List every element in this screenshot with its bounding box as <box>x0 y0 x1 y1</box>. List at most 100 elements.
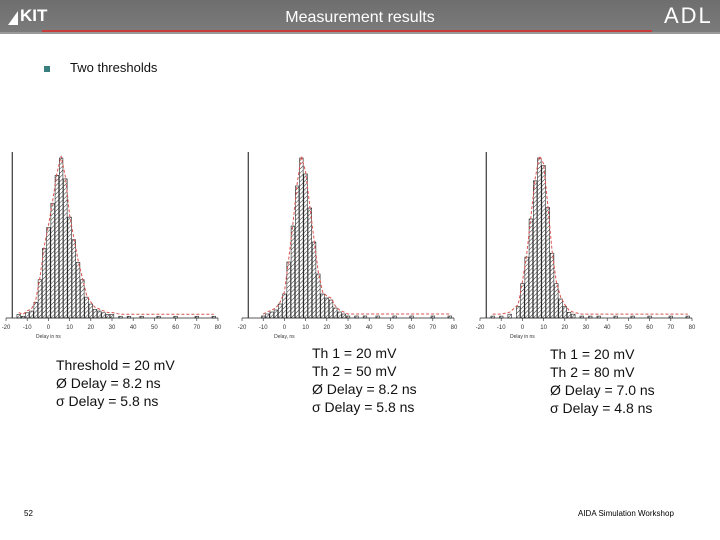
histogram-bar <box>307 207 312 319</box>
histogram-bar <box>269 311 274 319</box>
kit-logo-mark-icon <box>8 11 18 25</box>
histogram-bar <box>566 311 572 319</box>
x-axis-label: Delay, ns <box>274 334 295 340</box>
x-tick-label: 70 <box>193 325 200 331</box>
x-tick-label: 80 <box>215 325 222 331</box>
fit-curve <box>18 155 214 315</box>
stats-line: Th 1 = 20 mV <box>312 345 397 361</box>
x-tick-label: 80 <box>689 325 696 331</box>
x-tick-label: 10 <box>302 325 309 331</box>
x-tick-label: 60 <box>408 325 415 331</box>
histogram-plot-3: -20 -10 0 10 20 30 40 50 60 70 80 Delay in ns <box>476 150 696 345</box>
histogram-bar <box>80 279 85 319</box>
histogram-bar <box>101 312 106 319</box>
stats-block-2: Th 1 = 20 mV Th 2 = 50 mV Ø Delay = 8.2 … <box>312 344 417 416</box>
histogram-bar <box>507 313 512 319</box>
histogram-bar <box>295 185 300 319</box>
page-number: 52 <box>24 509 33 518</box>
histogram-bar <box>341 313 346 319</box>
histogram-bar <box>516 306 521 319</box>
x-axis-label: Delay in ns <box>510 334 535 340</box>
x-tick-label: 40 <box>604 325 611 331</box>
histogram-bar <box>537 157 542 319</box>
histogram-bar <box>571 313 576 319</box>
histogram-bar <box>286 261 291 319</box>
histogram-bar <box>524 256 529 319</box>
histogram-bar <box>97 310 102 319</box>
histogram-svg-2: -20 -10 0 10 20 30 40 50 60 70 80 Delay, ns <box>238 152 458 340</box>
histogram-bar <box>299 157 304 319</box>
kit-logo-text: KIT <box>20 6 48 25</box>
x-tick-label: 50 <box>625 325 632 331</box>
stats-line: Ø Delay = 7.0 ns <box>550 382 655 398</box>
fit-curve <box>262 155 450 315</box>
histogram-bar <box>273 309 279 319</box>
x-tick-label: 70 <box>429 325 436 331</box>
stats-block-3: Th 1 = 20 mV Th 2 = 80 mV Ø Delay = 7.0 … <box>550 345 655 417</box>
histogram-bar <box>50 202 55 319</box>
histogram-bar <box>63 178 68 319</box>
x-tick-label: 50 <box>387 325 394 331</box>
x-tick-label: 40 <box>130 325 137 331</box>
x-tick-label: 30 <box>583 325 590 331</box>
histogram-bar <box>545 207 550 319</box>
x-tick-label: 80 <box>451 325 458 331</box>
histogram-bar <box>554 283 559 319</box>
x-tick-label: 30 <box>345 325 352 331</box>
stats-line: σ Delay = 5.8 ns <box>312 399 415 415</box>
histogram-bar <box>290 225 295 319</box>
x-tick-label: -10 <box>497 325 506 331</box>
x-tick-label: 20 <box>323 325 330 331</box>
x-tick-label: 50 <box>151 325 158 331</box>
histogram-bar <box>88 303 93 319</box>
x-tick-label: 70 <box>667 325 674 331</box>
stats-line: σ Delay = 5.8 ns <box>56 393 159 409</box>
stats-line: Ø Delay = 8.2 ns <box>56 375 161 391</box>
stats-line: σ Delay = 4.8 ns <box>550 400 653 416</box>
histogram-svg-1: -20 -10 0 10 20 30 40 50 60 70 80 Delay in ns <box>2 152 222 340</box>
x-tick-label: 0 <box>521 325 525 331</box>
histogram-bar <box>59 157 64 319</box>
histogram-bar <box>533 180 538 319</box>
histogram-bar <box>303 173 308 319</box>
histogram-bar <box>337 311 342 319</box>
histogram-bar <box>311 241 317 319</box>
histogram-bar <box>84 296 89 319</box>
histogram-bar <box>25 312 30 319</box>
x-axis-label: Delay in ns <box>36 334 61 340</box>
histogram-bar <box>54 175 59 319</box>
histogram-bar <box>75 262 81 319</box>
histogram-bar <box>92 309 98 319</box>
bullet-text: Two thresholds <box>70 60 158 75</box>
x-tick-label: -10 <box>259 325 268 331</box>
header-accent-line <box>42 30 652 32</box>
histogram-svg-3: -20 -10 0 10 20 30 40 50 60 70 80 Delay in ns <box>476 152 696 340</box>
histogram-bar <box>33 302 38 319</box>
histogram-bar <box>265 313 270 319</box>
histogram-bar <box>105 314 110 319</box>
histogram-bar <box>324 297 329 319</box>
histogram-bar <box>320 293 325 319</box>
histogram-bar <box>520 283 525 319</box>
histogram-plot-1: -20 -10 0 10 20 30 40 50 60 70 80 Delay in ns <box>2 150 222 345</box>
kit-logo: KIT <box>6 5 48 29</box>
histogram-plot-2: -20 -10 0 10 20 30 40 50 60 70 80 Delay, ns <box>238 150 458 345</box>
stats-line: Th 2 = 80 mV <box>550 364 635 380</box>
histogram-bar <box>558 298 563 319</box>
histogram-bar <box>46 227 51 319</box>
x-tick-label: -20 <box>238 325 247 331</box>
x-tick-label: 0 <box>47 325 51 331</box>
x-tick-label: 0 <box>283 325 287 331</box>
histogram-bar <box>328 299 334 319</box>
histogram-bar <box>16 314 21 319</box>
fit-curve <box>492 154 688 315</box>
header-rule <box>0 32 720 34</box>
histogram-bar <box>37 279 43 319</box>
histogram-bar <box>71 239 76 319</box>
histogram-bar <box>282 293 287 319</box>
x-tick-label: 20 <box>87 325 94 331</box>
stats-line: Th 2 = 50 mV <box>312 363 397 379</box>
histogram-bar <box>278 303 283 319</box>
stats-line: Th 1 = 20 mV <box>550 346 635 362</box>
bullet-square-icon <box>44 66 50 72</box>
